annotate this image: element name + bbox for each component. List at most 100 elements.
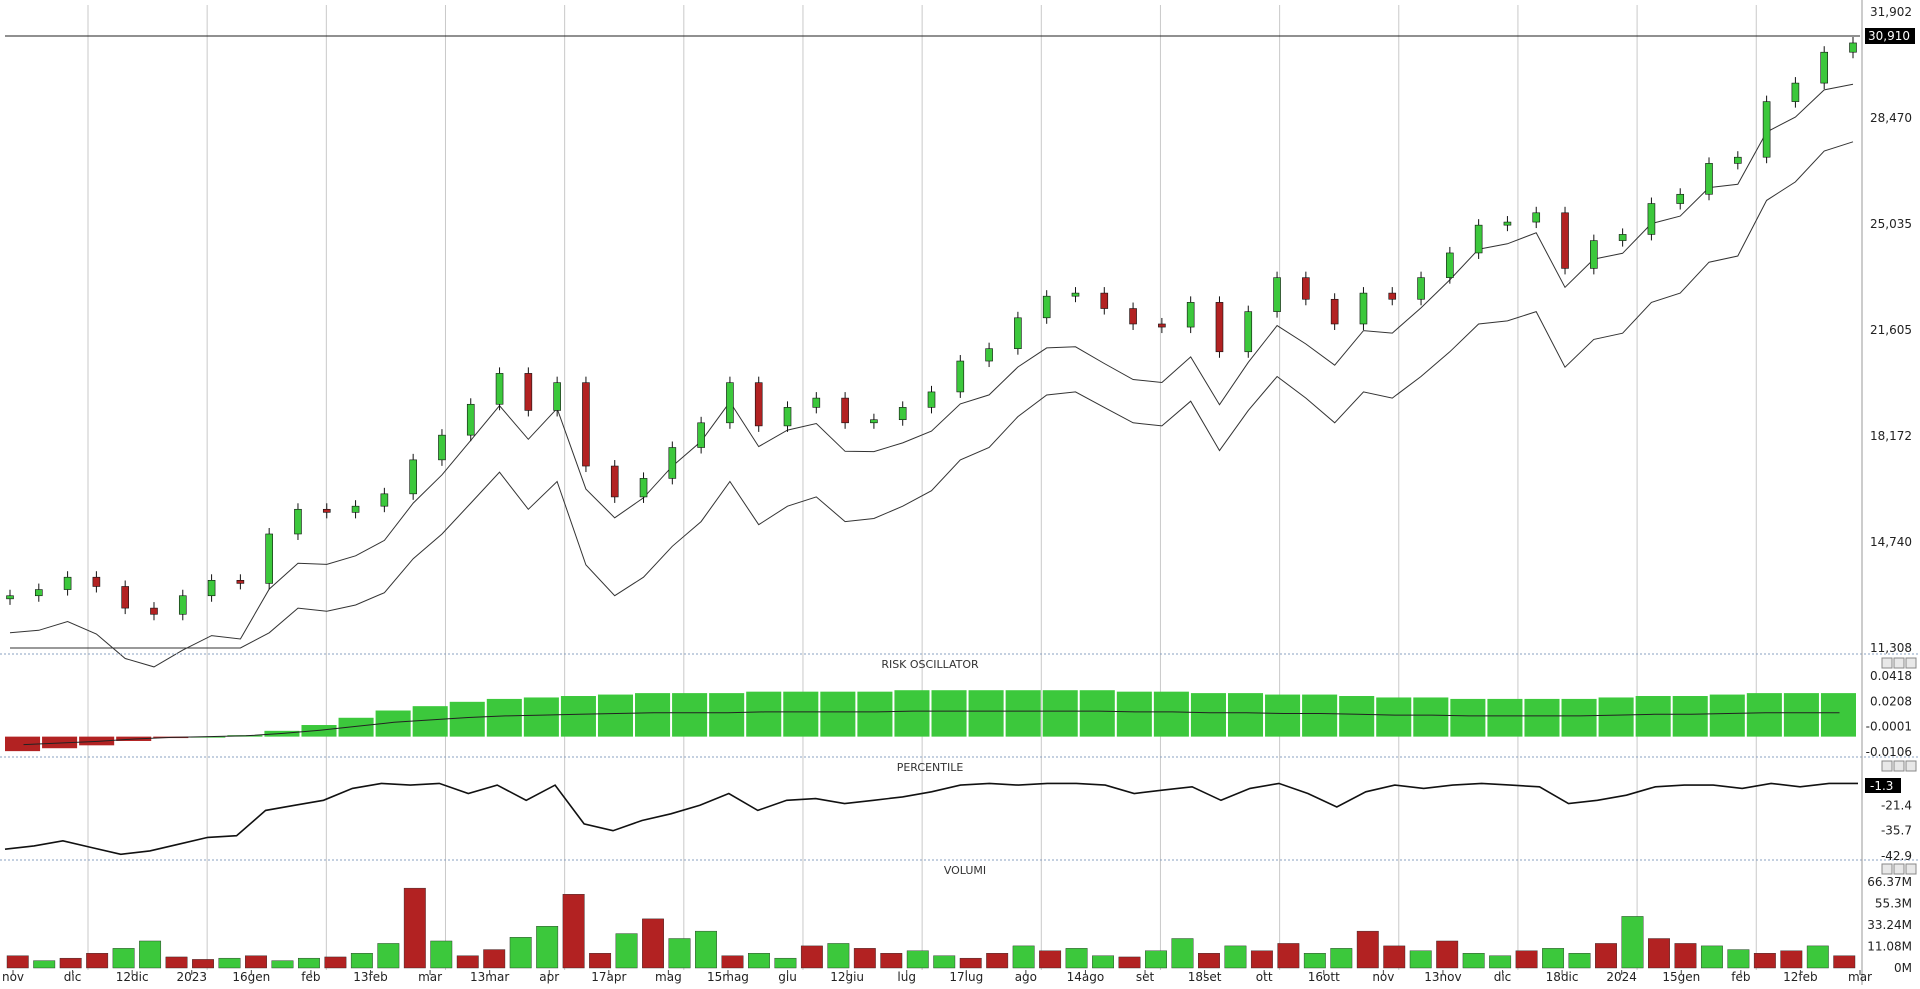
risk-tick-label: -0.0001 [1866, 720, 1912, 734]
volume-bar [403, 887, 426, 969]
volume-bar [1753, 953, 1776, 969]
volume-bar [748, 953, 770, 969]
volume-bar [456, 955, 479, 969]
time-label: 2023 [176, 970, 207, 984]
volume-bar [1224, 945, 1247, 969]
minimize-pane-button[interactable] [1881, 863, 1893, 875]
minimize-pane-button[interactable] [1881, 760, 1893, 772]
risk-bar [931, 690, 967, 737]
volume-bar [112, 948, 135, 969]
volume-bar [86, 953, 109, 969]
risk-bar [1153, 691, 1189, 737]
maximize-pane-button[interactable] [1893, 863, 1905, 875]
time-label: set [1136, 970, 1155, 984]
volume-bar [297, 957, 320, 969]
candle [697, 422, 705, 448]
risk-bar [1746, 693, 1782, 737]
time-axis[interactable]: nov dic 12dic 2023 16gen feb 13feb mar 13mar apr 1… [2, 970, 1872, 984]
volume-bar [906, 950, 929, 969]
maximize-pane-button[interactable] [1893, 760, 1905, 772]
close-pane-button[interactable] [1905, 863, 1917, 875]
volume-bar [1383, 945, 1406, 969]
risk-bar [523, 697, 559, 737]
candle [1129, 308, 1137, 325]
risk-bar [1635, 696, 1671, 737]
candle [1042, 295, 1051, 319]
volume-bar [509, 937, 532, 969]
candle [927, 391, 936, 408]
candle [178, 595, 187, 615]
percentile-pane[interactable]: PERCENTILE -21.4 -35.7 -42.9 -1.3 [4, 760, 1917, 863]
risk-bar [42, 736, 78, 749]
candle [754, 382, 763, 427]
volume-bar [483, 949, 506, 969]
time-label: dic [64, 970, 82, 984]
risk-bar [820, 691, 856, 737]
risk-bar [560, 696, 596, 737]
volume-bar [774, 957, 797, 969]
risk-bar [597, 694, 634, 737]
close-pane-button[interactable] [1905, 760, 1917, 772]
risk-bar [338, 717, 374, 737]
risk-bar [1190, 693, 1226, 737]
candle [1590, 240, 1598, 269]
risk-bar [1709, 694, 1745, 737]
volume-bar [1727, 949, 1750, 969]
volume-bar [165, 956, 188, 969]
risk-bar [894, 690, 930, 737]
risk-bar [1339, 696, 1375, 737]
volume-bar [1700, 945, 1723, 969]
pane-buttons[interactable] [1881, 657, 1917, 669]
percentile-title: PERCENTILE [897, 761, 964, 774]
percentile-tag: -1.3 [1870, 779, 1893, 793]
risk-bar [301, 725, 337, 737]
volume-bar [1780, 950, 1803, 969]
volume-bar [1065, 948, 1088, 969]
time-label: 13mar [470, 970, 509, 984]
risk-bar [1079, 690, 1115, 737]
trailing-stop-line [10, 141, 1854, 649]
volume-bar [430, 940, 453, 969]
volume-tick-label: 33.24M [1867, 918, 1912, 932]
volume-axis: 66.37M 55.3M 33.24M 11.08M 0M [1867, 875, 1912, 975]
risk-bar [1227, 693, 1264, 737]
volume-bar [218, 957, 241, 969]
candle [524, 373, 533, 411]
risk-bar [1783, 693, 1819, 737]
pane-buttons[interactable] [1881, 863, 1917, 875]
volume-bar [1012, 945, 1035, 969]
risk-bars [5, 690, 1856, 752]
percentile-tag-bg [1865, 778, 1901, 793]
risk-bar [5, 736, 41, 752]
maximize-pane-button[interactable] [1893, 657, 1905, 669]
candle [438, 434, 446, 461]
risk-bar [672, 693, 708, 737]
volume-tick-label: 55.3M [1875, 897, 1912, 911]
candle [1676, 193, 1685, 204]
volume-bar [1515, 950, 1538, 969]
volume-bar [59, 957, 82, 969]
risk-oscillator-pane[interactable]: RISK OSCILLATOR 0.0418 0.0208 -0.0001 -0.01… [5, 657, 1917, 759]
candles [6, 36, 1857, 621]
candle [1849, 42, 1857, 53]
candle [409, 459, 417, 495]
price-pane[interactable]: 31,902 28,470 25,035 21,605 18,172 14,740 11,3… [5, 5, 1915, 668]
close-pane-button[interactable] [1905, 657, 1917, 669]
time-label: 12giu [830, 970, 864, 984]
volume-bar [986, 953, 1009, 969]
candle [1734, 156, 1742, 164]
candle [1474, 224, 1483, 254]
volume-tick-label: 0M [1894, 961, 1912, 975]
candle [582, 382, 590, 467]
minimize-pane-button[interactable] [1881, 657, 1893, 669]
pane-buttons[interactable] [1881, 760, 1917, 772]
volume-bar [1198, 953, 1220, 969]
price-tick-label: 18,172 [1870, 429, 1912, 443]
volume-bar [800, 945, 823, 969]
volume-bar [1648, 938, 1670, 969]
last-price-tag: 30,910 [1868, 29, 1910, 43]
volume-pane[interactable]: VOLUMI 66.37M 55.3M 33.24M 11.08M 0M [6, 863, 1917, 975]
volume-bar [827, 943, 850, 969]
candle [207, 580, 216, 597]
